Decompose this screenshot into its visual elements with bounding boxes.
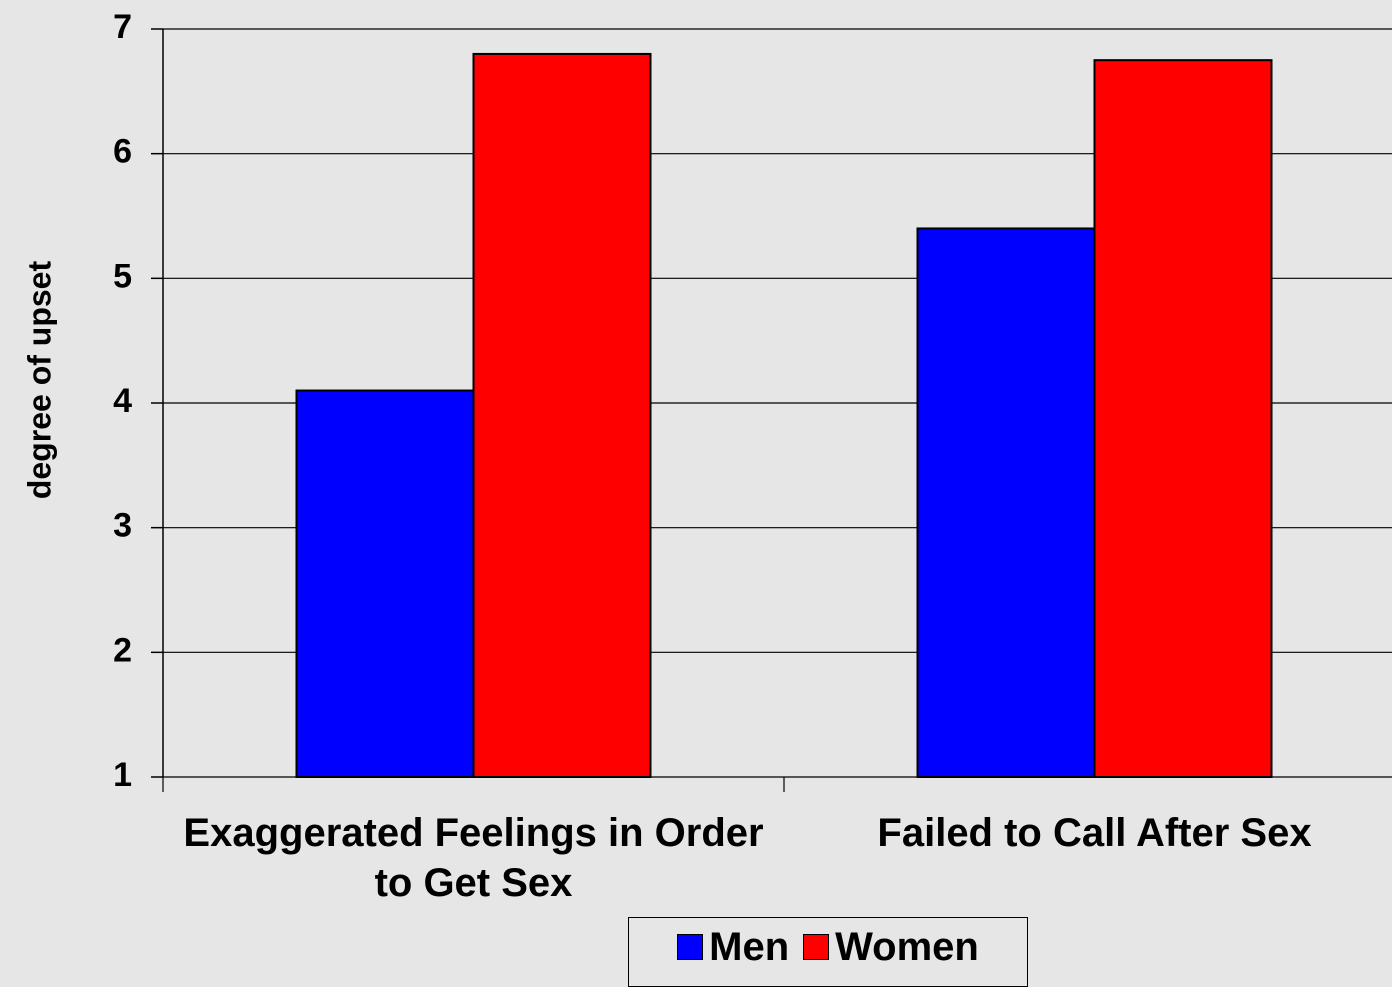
y-tick-label: 2	[113, 631, 132, 669]
legend: Men Women	[628, 917, 1028, 987]
y-tick-label: 3	[113, 507, 132, 545]
bar	[297, 391, 474, 777]
legend-label: Women	[835, 925, 979, 970]
y-tick-label: 4	[113, 382, 132, 420]
legend-label: Men	[709, 925, 789, 970]
legend-item: Women	[803, 925, 979, 970]
bar	[474, 54, 651, 777]
y-tick-label: 1	[113, 756, 132, 794]
y-tick-label: 5	[113, 257, 132, 295]
legend-item: Men	[677, 925, 789, 970]
legend-swatch	[803, 934, 829, 960]
x-tick-label: Exaggerated Feelings in Order to Get Sex	[174, 808, 774, 908]
bar	[1095, 60, 1272, 777]
x-tick-label: Failed to Call After Sex	[795, 808, 1392, 858]
y-tick-label: 6	[113, 133, 132, 171]
legend-swatch	[677, 934, 703, 960]
y-axis-label: degree of upset	[21, 261, 57, 500]
y-tick-label: 7	[113, 8, 132, 46]
bar	[918, 228, 1095, 777]
